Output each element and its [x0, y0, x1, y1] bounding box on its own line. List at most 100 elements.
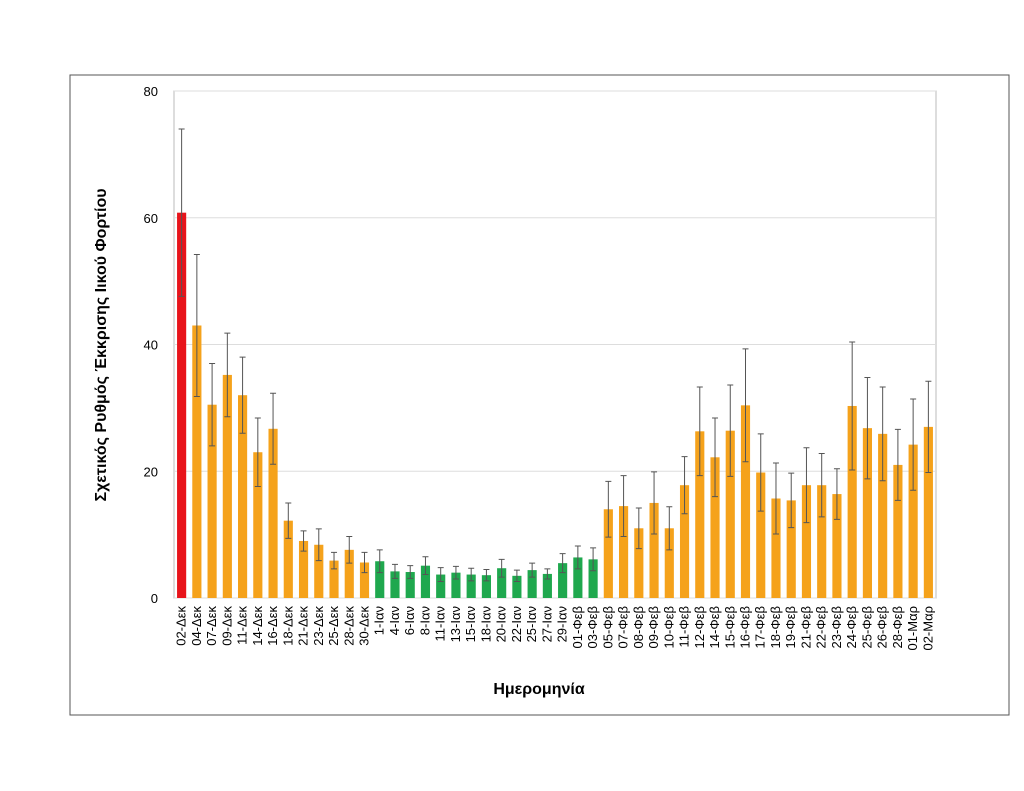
- x-tick-label: 25-Δεκ: [326, 606, 341, 646]
- x-tick-label: 22-Ιαν: [509, 606, 524, 642]
- x-tick-label: 01-Μαρ: [905, 606, 920, 651]
- error-bar: [452, 565, 459, 580]
- error-bar: [193, 254, 200, 397]
- x-tick-label: 19-Φεβ: [783, 606, 798, 648]
- error-bar: [833, 468, 840, 520]
- error-bar: [742, 348, 749, 463]
- bar: [527, 570, 537, 598]
- error-bar: [635, 507, 642, 550]
- bar: [619, 506, 629, 598]
- x-tick-label: 13-Ιαν: [448, 606, 463, 642]
- error-bar: [483, 568, 490, 582]
- x-tick-label: 15-Φεβ: [722, 606, 737, 648]
- x-tick-label: 11-Δεκ: [235, 606, 250, 645]
- error-bar: [696, 386, 703, 477]
- bar: [268, 428, 278, 598]
- bar: [177, 212, 187, 598]
- bar: [222, 374, 232, 598]
- error-bar: [437, 567, 444, 583]
- bar: [786, 500, 796, 598]
- error-bar: [818, 453, 825, 518]
- error-bar: [498, 558, 505, 578]
- bar: [908, 444, 918, 598]
- error-bar: [422, 556, 429, 576]
- bar: [603, 509, 613, 598]
- error-bar: [757, 433, 764, 512]
- error-bar: [712, 417, 719, 498]
- bar: [298, 540, 309, 598]
- bar: [664, 528, 674, 598]
- x-tick-label: 23-Δεκ: [311, 606, 326, 646]
- error-bar: [331, 551, 338, 570]
- y-tick-label: 20: [144, 464, 158, 479]
- error-bar: [239, 356, 246, 434]
- x-tick-label: 16-Δεκ: [265, 606, 280, 646]
- bar: [573, 557, 583, 598]
- x-tick-label: 09-Δεκ: [219, 606, 234, 646]
- error-bar: [315, 528, 322, 562]
- error-bar: [879, 386, 886, 482]
- x-tick-label: 14-Φεβ: [707, 606, 722, 648]
- bar: [283, 520, 293, 598]
- x-tick-label: 16-Φεβ: [738, 606, 753, 648]
- bar: [649, 502, 659, 598]
- bar: [695, 431, 705, 598]
- error-bar: [910, 398, 917, 491]
- bar: [542, 573, 552, 598]
- error-bar: [391, 563, 398, 579]
- error-bar: [559, 553, 566, 574]
- x-tick-label: 28-Δεκ: [341, 606, 356, 646]
- bar: [466, 574, 476, 598]
- error-bar: [376, 549, 383, 574]
- bar: [451, 572, 461, 598]
- error-bar: [788, 472, 795, 529]
- error-bar: [513, 569, 520, 583]
- x-tick-label: 24-Φεβ: [844, 606, 859, 648]
- error-bar: [574, 545, 581, 570]
- x-tick-label: 09-Φεβ: [646, 606, 661, 648]
- bar: [725, 430, 735, 598]
- x-tick-label: 6-Ιαν: [402, 606, 417, 635]
- x-tick-label: 15-Ιαν: [463, 606, 478, 642]
- bar: [756, 472, 766, 598]
- y-tick-label: 40: [144, 338, 158, 353]
- bar: [390, 571, 400, 598]
- error-bar: [468, 567, 475, 582]
- error-bar: [590, 547, 597, 572]
- x-tick-label: 18-Ιαν: [478, 606, 493, 642]
- x-tick-label: 23-Φεβ: [829, 606, 844, 648]
- x-tick-label: 17-Φεβ: [753, 606, 768, 648]
- error-bar: [224, 332, 231, 418]
- bar: [679, 485, 690, 598]
- error-bar: [803, 447, 810, 524]
- bar: [497, 568, 507, 598]
- error-bar: [925, 380, 932, 474]
- x-tick-label: 08-Φεβ: [631, 606, 646, 648]
- x-tick-label: 11-Ιαν: [433, 606, 448, 641]
- bar: [801, 485, 812, 598]
- bar: [329, 560, 339, 598]
- x-tick-label: 30-Δεκ: [357, 606, 372, 646]
- bar: [238, 395, 248, 598]
- x-tick-label: 07-Φεβ: [616, 606, 631, 648]
- bar: [375, 561, 385, 598]
- error-bar: [681, 456, 688, 515]
- error-bar: [361, 551, 368, 574]
- error-bar: [529, 562, 536, 578]
- x-tick-label: 21-Δεκ: [296, 606, 311, 646]
- error-bar: [407, 565, 414, 579]
- bar: [192, 325, 202, 598]
- y-axis-label: Σχετικός Ρυθμός Έκκρισης Ιικού Φορτίου: [93, 188, 110, 501]
- x-tick-label: 26-Φεβ: [875, 606, 890, 648]
- error-bar: [666, 506, 673, 551]
- x-tick-label: 25-Ιαν: [524, 606, 539, 642]
- bar: [314, 544, 324, 598]
- bar: [878, 433, 888, 598]
- x-tick-label: 02-Δεκ: [174, 606, 189, 646]
- bar: [253, 452, 263, 598]
- x-tick-label: 1-Ιαν: [372, 606, 387, 635]
- error-bar: [209, 363, 216, 447]
- bar: [740, 405, 751, 598]
- error-bar: [849, 341, 856, 471]
- x-tick-label: 01-Φεβ: [570, 606, 585, 648]
